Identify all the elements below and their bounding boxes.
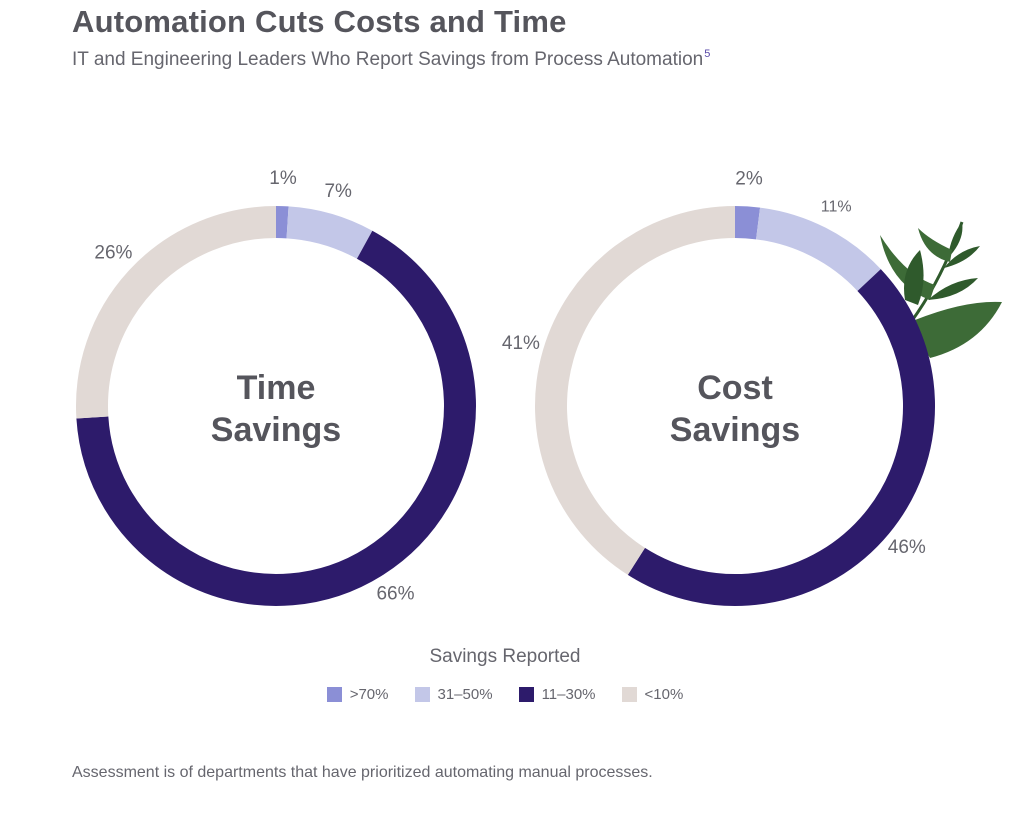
donut-chart-2: 2% 11% 46% 41% Cost Savings: [502, 168, 935, 606]
chart-title: Automation Cuts Costs and Time: [72, 4, 567, 39]
legend-item: >70%: [326, 686, 389, 703]
donut-segment: [76, 230, 476, 606]
chart-subtitle: IT and Engineering Leaders Who Report Sa…: [72, 48, 710, 71]
leaf: [904, 250, 924, 305]
legend-title: Savings Reported: [429, 646, 581, 667]
donut-segment: [76, 206, 277, 419]
footnote: Assessment is of departments that have p…: [72, 764, 653, 781]
center-label: Savings: [211, 411, 341, 449]
leaf: [918, 228, 952, 262]
donut-segment: [286, 206, 373, 259]
data-label: 41%: [502, 333, 540, 354]
leaf: [915, 301, 1002, 358]
footnote-marker: 5: [704, 48, 711, 60]
donut-chart-1: 1% 7% 66% 26% Time Savings: [76, 168, 476, 606]
legend-item: 11–30%: [518, 686, 596, 703]
subtitle-text: IT and Engineering Leaders Who Report Sa…: [72, 49, 704, 70]
legend-label: <10%: [644, 686, 684, 703]
data-label: 2%: [735, 168, 763, 189]
legend-swatch: [326, 687, 342, 702]
donut-charts: 1% 7% 66% 26% Time Savings 2% 11% 46% 41% Cost Savi…: [76, 168, 1002, 606]
leaf: [944, 246, 980, 268]
legend-swatch: [518, 687, 534, 702]
donut-segment: [734, 206, 761, 240]
legend-item: <10%: [621, 686, 684, 703]
legend-label: 11–30%: [541, 686, 596, 703]
legend-label: 31–50%: [437, 686, 493, 703]
legend-swatch: [621, 687, 637, 702]
data-label: 7%: [324, 181, 352, 202]
data-label: 26%: [94, 242, 132, 263]
donut-segment: [627, 269, 935, 606]
legend-swatch: [414, 687, 430, 702]
center-label: Savings: [670, 411, 800, 449]
legend: >70% 31–50% 11–30% <10%: [0, 686, 1010, 703]
data-label: 66%: [376, 583, 414, 604]
data-label: 1%: [269, 168, 297, 189]
center-label: Time: [237, 369, 316, 407]
leaf: [948, 222, 963, 258]
data-label: 46%: [888, 537, 926, 558]
donut-segment: [535, 206, 736, 575]
data-label: 11%: [821, 199, 852, 216]
donut-segment: [755, 207, 881, 292]
center-label: Cost: [697, 369, 773, 407]
legend-item: 31–50%: [414, 686, 493, 703]
legend-label: >70%: [349, 686, 389, 703]
leaf: [928, 278, 978, 300]
